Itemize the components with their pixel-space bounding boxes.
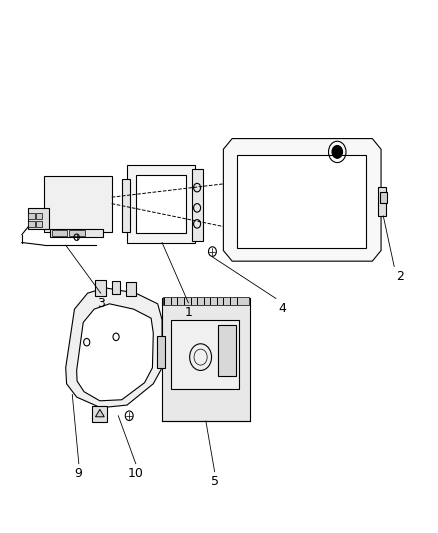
Bar — [127, 165, 195, 243]
Text: 3: 3 — [97, 297, 105, 310]
Text: 1: 1 — [184, 306, 192, 319]
Polygon shape — [66, 288, 162, 408]
Text: 4: 4 — [278, 302, 286, 315]
Bar — [136, 175, 186, 233]
Bar — [162, 298, 250, 421]
Text: 5: 5 — [211, 475, 219, 488]
Bar — [192, 169, 203, 241]
Bar — [112, 281, 120, 294]
Bar — [28, 221, 35, 227]
Text: 9: 9 — [74, 467, 82, 480]
Bar — [36, 213, 42, 219]
Polygon shape — [95, 409, 104, 417]
Bar — [36, 221, 42, 227]
Circle shape — [332, 146, 343, 158]
Bar — [44, 176, 112, 232]
Bar — [378, 187, 386, 216]
Bar — [92, 406, 107, 422]
Bar — [122, 179, 130, 232]
Bar — [380, 192, 387, 203]
Bar — [157, 336, 165, 368]
Text: 2: 2 — [396, 270, 404, 283]
Bar — [69, 230, 85, 236]
Bar — [95, 280, 106, 296]
Text: 10: 10 — [128, 467, 144, 480]
Bar — [171, 320, 239, 389]
Polygon shape — [223, 139, 381, 261]
Bar — [163, 297, 249, 305]
Bar — [28, 213, 35, 219]
Bar — [237, 155, 366, 248]
Bar — [50, 229, 103, 237]
Bar — [218, 325, 236, 376]
Bar — [52, 230, 67, 236]
Bar — [126, 282, 136, 296]
Polygon shape — [77, 304, 153, 401]
Bar — [28, 208, 49, 229]
